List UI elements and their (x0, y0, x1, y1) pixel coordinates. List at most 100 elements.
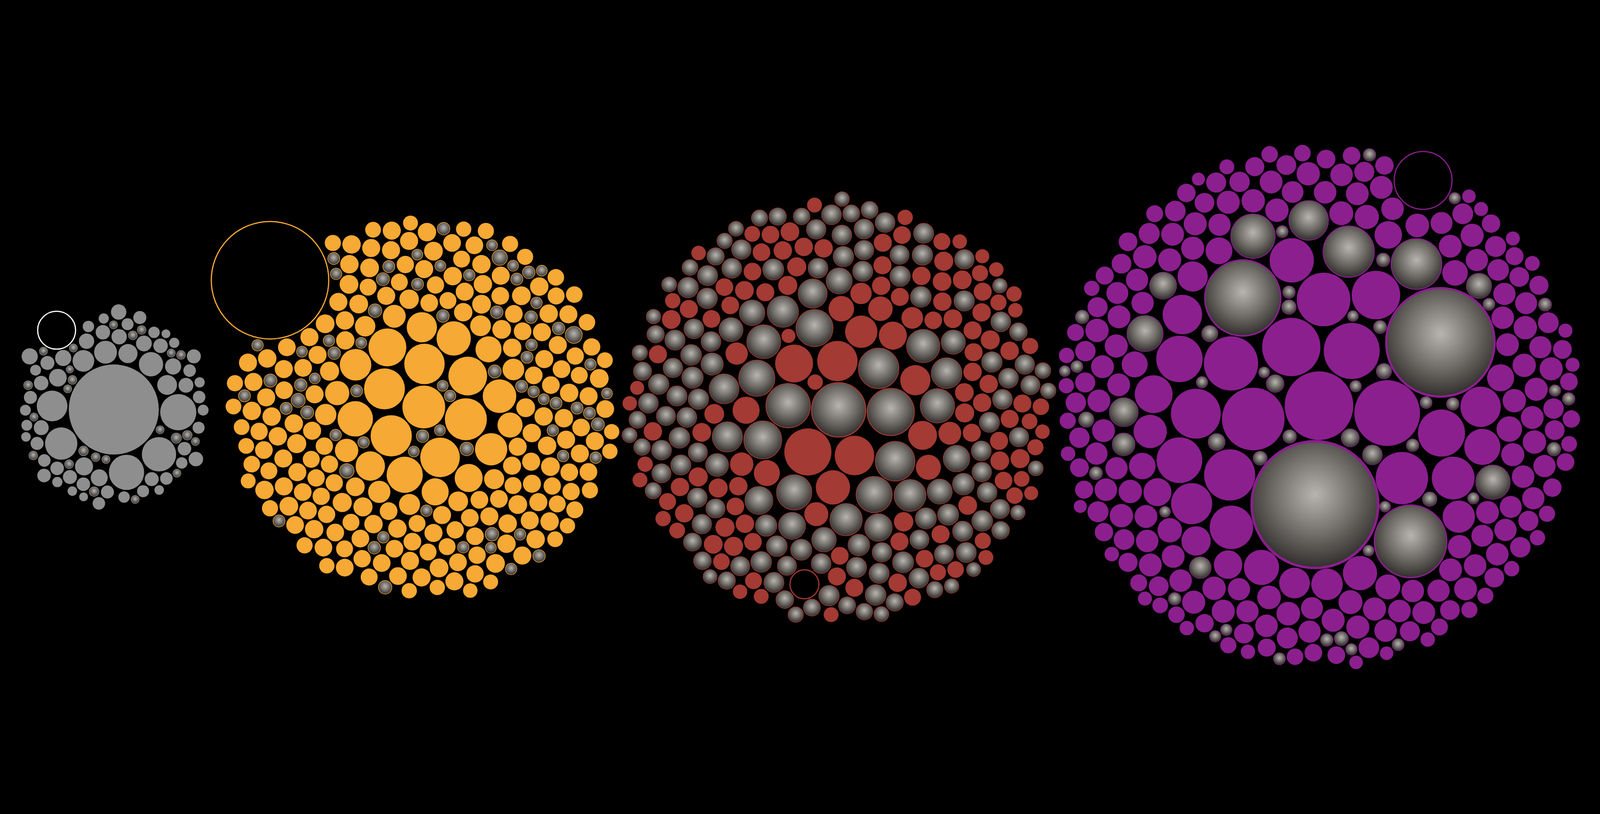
bubble (1513, 316, 1537, 340)
bubble (225, 398, 242, 415)
photo-bubble (39, 347, 48, 356)
bubble (1259, 170, 1283, 194)
bubble (933, 292, 952, 311)
bubble (1358, 636, 1379, 658)
bubble (1562, 410, 1581, 428)
bubble (753, 588, 769, 604)
photo-bubble (795, 309, 833, 347)
bubble (1211, 599, 1235, 623)
bubble (539, 304, 558, 323)
photo-bubble (920, 388, 955, 423)
bubble (581, 482, 598, 499)
bubble (466, 527, 484, 546)
photo-bubble (1112, 432, 1136, 456)
bubble (1442, 260, 1468, 286)
photo-bubble (855, 476, 893, 513)
bubble (1203, 449, 1256, 501)
bubble (342, 235, 361, 254)
bubble (315, 314, 335, 333)
bubble (845, 578, 864, 597)
bubble (522, 423, 541, 443)
photo-bubble (728, 221, 744, 237)
photo-bubble (688, 388, 709, 410)
bubble (1091, 355, 1115, 379)
bubble (814, 238, 833, 258)
photo-bubble (1126, 315, 1164, 352)
bubble (540, 512, 559, 531)
bubble (1111, 253, 1132, 274)
photo-bubble (1059, 365, 1070, 377)
bubble (815, 469, 851, 505)
bubble (1354, 380, 1421, 446)
photo-bubble (693, 551, 712, 570)
photo-bubble (1168, 592, 1181, 605)
bubble (1487, 259, 1509, 281)
bubble (1130, 574, 1148, 592)
bubble (503, 456, 522, 475)
bubble (482, 379, 516, 413)
bubble (396, 255, 414, 274)
bubble (1300, 596, 1323, 619)
bubble (1505, 246, 1524, 265)
bubble (299, 501, 317, 520)
photo-bubble (350, 384, 364, 397)
bubble (1524, 255, 1540, 271)
bubble (439, 292, 457, 309)
photo-bubble (941, 329, 966, 355)
bubble (293, 483, 312, 501)
bubble (1257, 638, 1276, 657)
bubble (1501, 443, 1525, 467)
bubble (1388, 599, 1411, 623)
bubble (1486, 542, 1509, 566)
bubble (381, 241, 400, 260)
photo-bubble (1196, 376, 1208, 388)
bubble (1183, 212, 1207, 236)
photo-bubble (291, 393, 306, 408)
photo-bubble (296, 346, 308, 357)
bubble (974, 532, 991, 549)
bubble (1008, 302, 1023, 318)
bubble (964, 342, 983, 361)
bubble (938, 421, 962, 445)
bubble (133, 310, 147, 325)
photo-bubble (444, 389, 456, 402)
bubble (339, 348, 372, 381)
bubble (1311, 568, 1343, 600)
bubble (1465, 248, 1489, 271)
bubble (360, 258, 380, 278)
bubble (491, 286, 510, 305)
bubble (1522, 430, 1547, 454)
photo-bubble (869, 562, 890, 584)
bubble (744, 571, 762, 589)
bubble (548, 335, 567, 354)
bubble (1065, 392, 1087, 413)
bubble (1180, 236, 1204, 260)
bubble (912, 266, 931, 286)
bubble (1006, 487, 1023, 504)
bubble (1375, 156, 1394, 175)
bubble (1209, 505, 1254, 549)
photo-bubble (971, 510, 993, 531)
cluster (622, 191, 1056, 623)
page: {"chart_data": [ {"type": "packed_bubble… (0, 0, 1600, 814)
photo-bubble (411, 277, 424, 291)
bubble (490, 490, 508, 508)
photo-bubble (873, 606, 889, 622)
bubble (1316, 149, 1336, 169)
bubble (1156, 436, 1203, 483)
photo-bubble (788, 606, 804, 623)
bubble (1146, 205, 1164, 222)
photo-bubble (831, 224, 852, 245)
bubble (963, 321, 982, 340)
bubble (21, 431, 31, 442)
bubble (1448, 534, 1472, 559)
bubble (1496, 332, 1520, 357)
bubble (1504, 560, 1520, 577)
bubble (372, 554, 391, 572)
photo-bubble (1258, 366, 1270, 378)
bubble (1512, 353, 1537, 377)
photo-bubble (1349, 380, 1362, 392)
bubble (1104, 334, 1128, 358)
bubble (1515, 292, 1538, 315)
photo-bubble (1040, 382, 1057, 399)
